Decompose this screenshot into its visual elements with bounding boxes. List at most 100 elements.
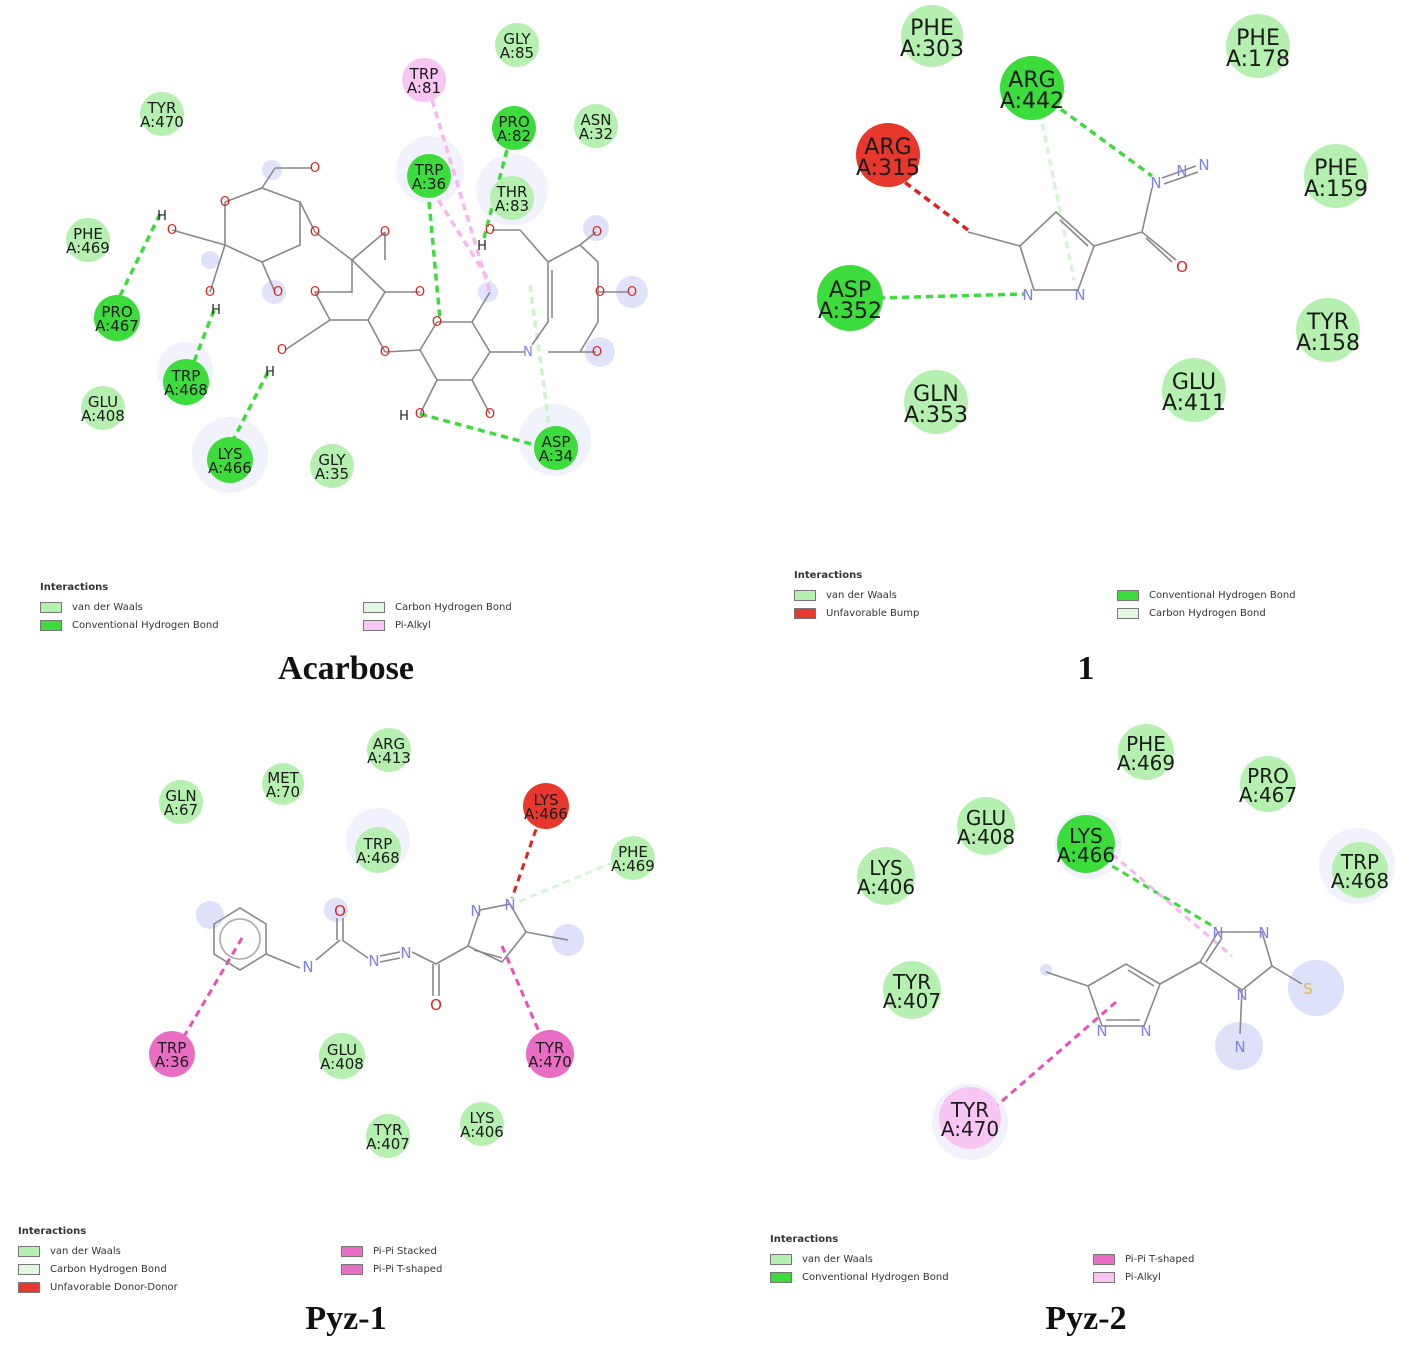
atom-label: O [277,343,287,358]
legend-item: Pi-Pi Stacked [341,1246,437,1257]
legend-item: Conventional Hydrogen Bond [1117,590,1296,601]
residue-circle [1296,298,1360,362]
residue-circle [856,123,920,187]
residue-circle [817,265,883,331]
residue-id: A:468 [356,849,400,867]
residue-circle [495,23,539,67]
legend-label: van der Waals [72,602,143,613]
interaction-lines [116,99,552,451]
residue-name: PHE [1126,732,1166,756]
residue-name: ASP [829,278,871,303]
residue-name: TYR [892,970,931,994]
legend-label: Conventional Hydrogen Bond [802,1272,949,1283]
atom-label: O [627,285,637,300]
residue-circle [94,295,140,341]
residue-circle [366,1114,410,1158]
ligand-bonds [967,165,1199,291]
atom-label: O [380,345,390,360]
atom-label: S [1303,980,1313,998]
residue-id: A:158 [1296,331,1360,356]
residue-id: A:303 [900,37,964,62]
residue-id: A:178 [1226,47,1290,72]
residue-name: GLU [966,806,1006,830]
residue-id: A:467 [1239,783,1297,807]
residue-id: A:469 [1117,751,1175,775]
residue-id: A:353 [904,403,968,428]
residue-name: TRP [1340,850,1379,874]
residue-circle [66,218,110,262]
legend-swatch [363,620,385,631]
residue-id: A:469 [66,239,110,257]
residue-id: A:407 [366,1135,410,1153]
legend-swatch [770,1254,792,1265]
residue-name: ARG [1008,68,1055,93]
legend-label: Pi-Alkyl [395,620,431,631]
legend-label: Carbon Hydrogen Bond [395,602,512,613]
residue-id: A:467 [95,317,139,335]
residue-id: A:470 [941,1117,999,1141]
legend-item: Carbon Hydrogen Bond [1117,608,1266,619]
residue-id: A:352 [818,299,882,324]
residue-id: A:67 [164,801,198,819]
atom-label: O [592,225,602,240]
residue-name: GLY [318,451,346,469]
residue-circle [574,104,618,148]
residue-id: A:442 [1000,89,1064,114]
legend-label: Pi-Pi T-shaped [373,1264,443,1275]
residue-id: A:82 [497,127,531,145]
atom-label: N [1022,286,1033,304]
legend-swatch [1093,1254,1115,1265]
residue-id: A:413 [367,749,411,767]
atom-label: O [592,345,602,360]
interaction-lines [877,86,1154,300]
residue-id: A:70 [266,783,300,801]
legend-item: Conventional Hydrogen Bond [40,620,219,631]
legend-item: Pi-Alkyl [1093,1272,1161,1283]
residue-id: A:159 [1304,177,1368,202]
residue-id: A:470 [140,113,184,131]
residue-id: A:469 [611,857,655,875]
atom-label: N [1176,162,1187,180]
legend-label: Unfavorable Donor-Donor [50,1282,178,1293]
residue-name: MET [267,769,299,787]
atom-label: O [310,161,320,176]
legend-swatch [18,1264,40,1275]
atom-label: N [400,944,411,962]
legend-label: van der Waals [802,1254,873,1265]
residue-circle [904,370,968,434]
acarbose-diagram: O O O O O O O O O O O O O O O O O O O N … [66,23,648,493]
residue-circle [534,426,578,470]
atom-label: O [430,996,442,1014]
residue-circle [407,154,451,198]
residue-circle [1332,842,1388,898]
legend-label: Unfavorable Bump [826,608,920,619]
residue-name: PHE [910,16,954,41]
residue-name: TYR [950,1098,989,1122]
legend-label: Pi-Pi T-shaped [1125,1254,1195,1265]
atom-label: O [415,407,425,422]
atom-labels: N N N N N O [1022,156,1209,304]
legend-compound-1: Interactions van der Waals Unfavorable Bum… [794,570,1354,630]
legend-acarbose: Interactions van der Waals Conventional Hy… [40,582,600,642]
residue-name: THR [496,183,528,201]
residue-name: LYS [469,1109,494,1127]
residue-name: GLY [503,30,531,48]
residue-circle [310,444,354,488]
residue-name: LYS [869,856,902,880]
residue-name: LYS [533,791,558,809]
atom-label: O [205,285,215,300]
